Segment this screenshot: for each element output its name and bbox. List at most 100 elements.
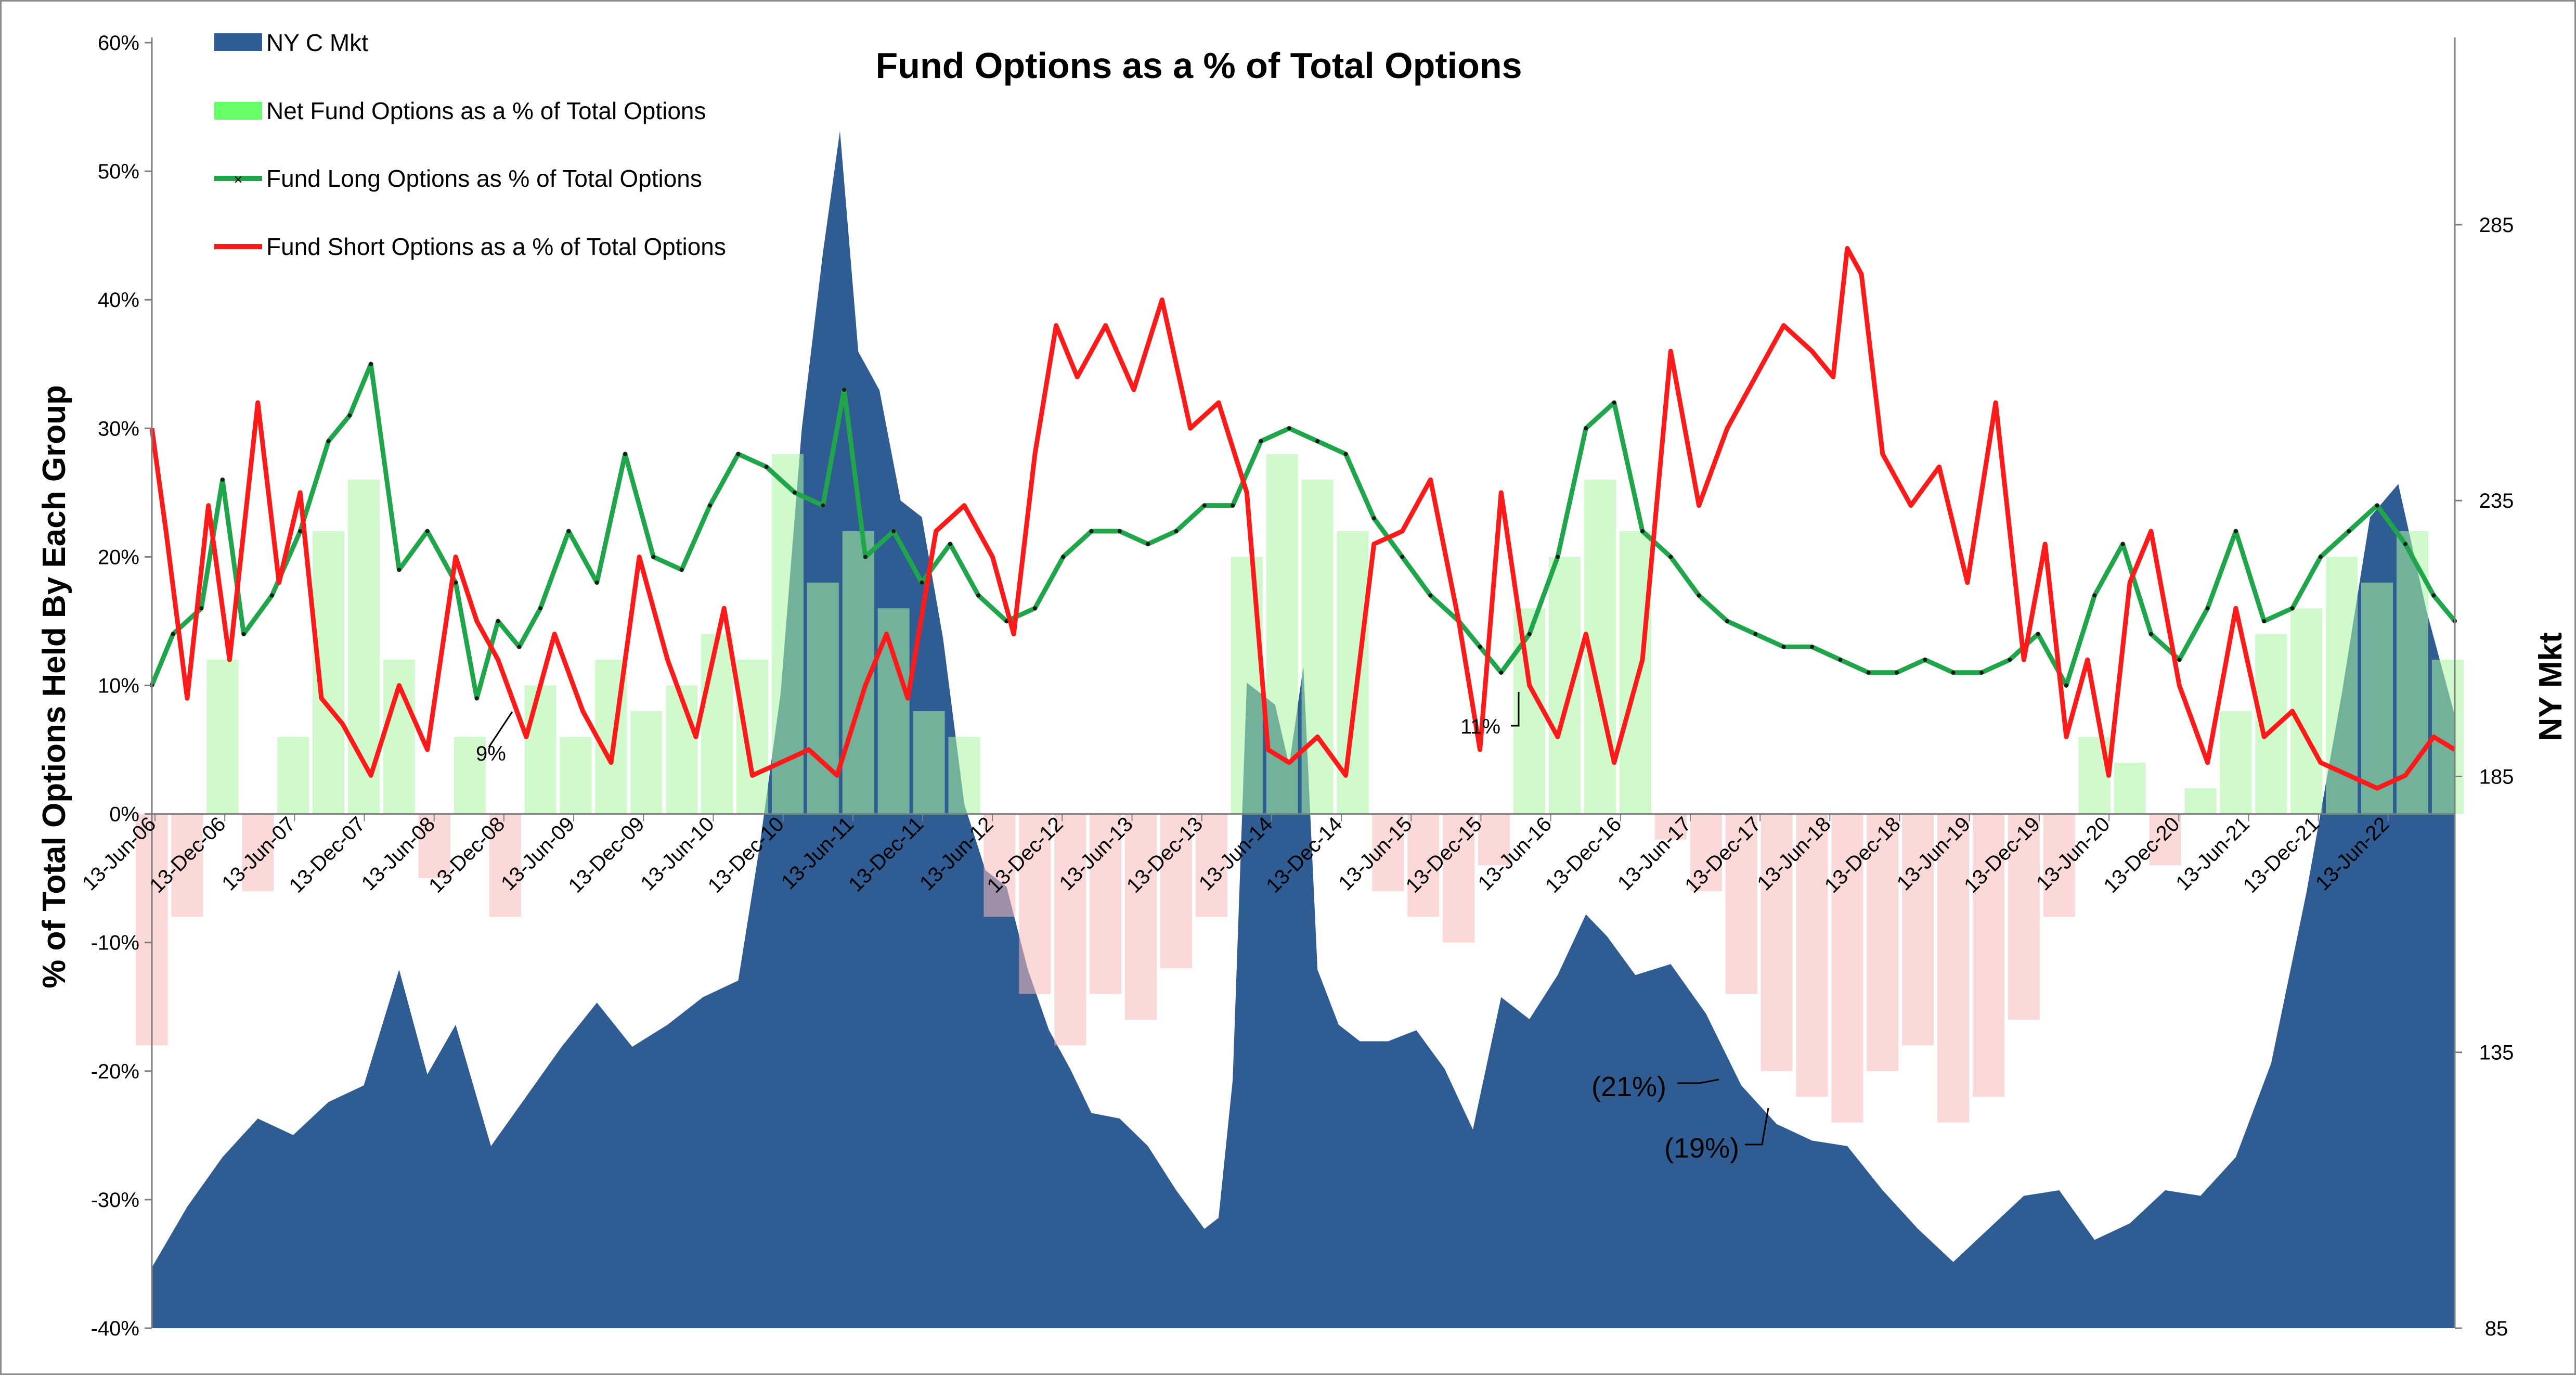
long-options-point	[199, 606, 204, 611]
long-options-point	[1499, 670, 1504, 675]
long-options-point	[2375, 503, 2379, 508]
annotation-19pct: (19%)	[1664, 1133, 1739, 1164]
long-options-point	[1866, 670, 1871, 675]
net-options-bar	[1796, 814, 1828, 1097]
long-options-point	[1612, 400, 1616, 405]
legend-label-long-options: Fund Long Options as % of Total Options	[266, 165, 702, 192]
options-lines-layer	[149, 246, 2457, 791]
net-options-bar	[2114, 762, 2146, 814]
net-options-bar	[807, 582, 839, 814]
annotation-leader-19pct	[1745, 1108, 1769, 1146]
long-options-point	[1923, 658, 1927, 662]
net-options-bar	[1019, 814, 1051, 994]
net-options-bar	[1831, 814, 1863, 1123]
long-options-point	[1202, 503, 1207, 508]
left-tick-label: 10%	[98, 675, 139, 698]
net-options-bar	[1973, 814, 2005, 1097]
long-options-point	[1146, 542, 1150, 546]
long-options-point	[948, 542, 952, 546]
long-options-point	[1640, 529, 1645, 533]
long-options-point	[347, 413, 352, 418]
left-tick-label: 0%	[109, 803, 139, 826]
net-options-bar	[560, 737, 592, 814]
net-options-bar	[489, 814, 521, 917]
net-options-bar	[1407, 814, 1440, 917]
long-options-point	[920, 580, 924, 585]
x-tick-label: 13-Dec-09	[564, 813, 649, 897]
net-options-bar	[1549, 557, 1581, 814]
long-options-point	[821, 503, 825, 508]
net-options-bar	[2043, 814, 2075, 917]
long-options-point	[517, 645, 522, 649]
left-tick-label: -30%	[91, 1189, 139, 1212]
long-options-point	[1315, 439, 1320, 443]
net-options-bar	[524, 685, 556, 814]
long-options-point	[326, 439, 331, 443]
long-options-point	[736, 452, 741, 456]
long-options-point	[1584, 426, 1588, 431]
long-options-point	[1951, 670, 1956, 675]
annotation-leader-21pct	[1677, 1078, 1719, 1084]
long-options-point	[2205, 606, 2210, 611]
net-options-bar	[2361, 582, 2393, 814]
net-options-bar	[666, 685, 698, 814]
legend: NY C Mkt Net Fund Options as a % of Tota…	[214, 29, 726, 260]
annotation-11pct: 11%	[1460, 715, 1500, 738]
long-options-point	[2290, 606, 2295, 611]
long-options-point	[891, 529, 896, 533]
net-options-bar	[206, 660, 239, 814]
net-options-bar	[983, 814, 1016, 917]
annotation-9pct: 9%	[476, 742, 506, 765]
long-options-point	[2064, 683, 2068, 688]
legend-label-short-options: Fund Short Options as a % of Total Optio…	[266, 233, 726, 260]
left-tick-label: 50%	[98, 160, 139, 183]
long-options-point	[1668, 555, 1673, 559]
net-options-bar	[948, 737, 980, 814]
right-tick-label: 285	[2479, 214, 2514, 237]
right-tick-label: 85	[2485, 1317, 2508, 1340]
net-options-bar	[418, 814, 450, 879]
left-tick-label: 30%	[98, 417, 139, 440]
long-options-point	[241, 632, 246, 636]
left-tick-label: 60%	[98, 32, 139, 55]
long-options-point	[2008, 658, 2012, 662]
net-options-bar	[2149, 814, 2181, 866]
long-options-point	[2318, 555, 2323, 559]
long-options-point	[538, 606, 543, 611]
net-options-bar	[630, 711, 663, 814]
net-options-bar	[1195, 814, 1227, 917]
long-options-point	[976, 593, 981, 598]
long-options-point	[269, 593, 274, 598]
long-options-point	[2403, 542, 2407, 546]
net-options-bar	[1619, 531, 1651, 814]
net-options-bar	[1125, 814, 1157, 1020]
right-tick-label: 185	[2479, 765, 2514, 788]
long-options-point	[764, 465, 769, 469]
long-options-point	[1231, 503, 1235, 508]
net-options-bar	[2184, 788, 2217, 814]
left-axis-label: % of Total Options Held By Each Group	[36, 385, 72, 988]
long-options-point	[566, 529, 571, 533]
legend-label-net-options: Net Fund Options as a % of Total Options	[266, 97, 706, 124]
long-options-point	[623, 452, 627, 456]
long-options-point	[1810, 645, 1814, 649]
long-options-point	[1032, 606, 1037, 611]
net-options-bar	[1902, 814, 1934, 1046]
legend-swatch-ny-mkt	[214, 33, 262, 51]
net-options-bar	[242, 814, 274, 891]
net-options-bar	[1301, 480, 1334, 814]
long-options-point	[1371, 516, 1376, 521]
net-options-bar	[1937, 814, 1970, 1123]
net-options-bar	[1160, 814, 1192, 969]
right-axis-label: NY Mkt	[2533, 632, 2569, 741]
left-tick-label: 40%	[98, 289, 139, 312]
left-tick-label: -20%	[91, 1060, 139, 1083]
net-options-bar	[736, 660, 769, 814]
long-options-point	[2036, 632, 2040, 636]
long-options-point	[1400, 555, 1405, 559]
long-options-point	[397, 568, 402, 572]
long-options-point	[2431, 593, 2436, 598]
long-options-point	[708, 503, 712, 508]
long-options-point	[679, 568, 684, 572]
